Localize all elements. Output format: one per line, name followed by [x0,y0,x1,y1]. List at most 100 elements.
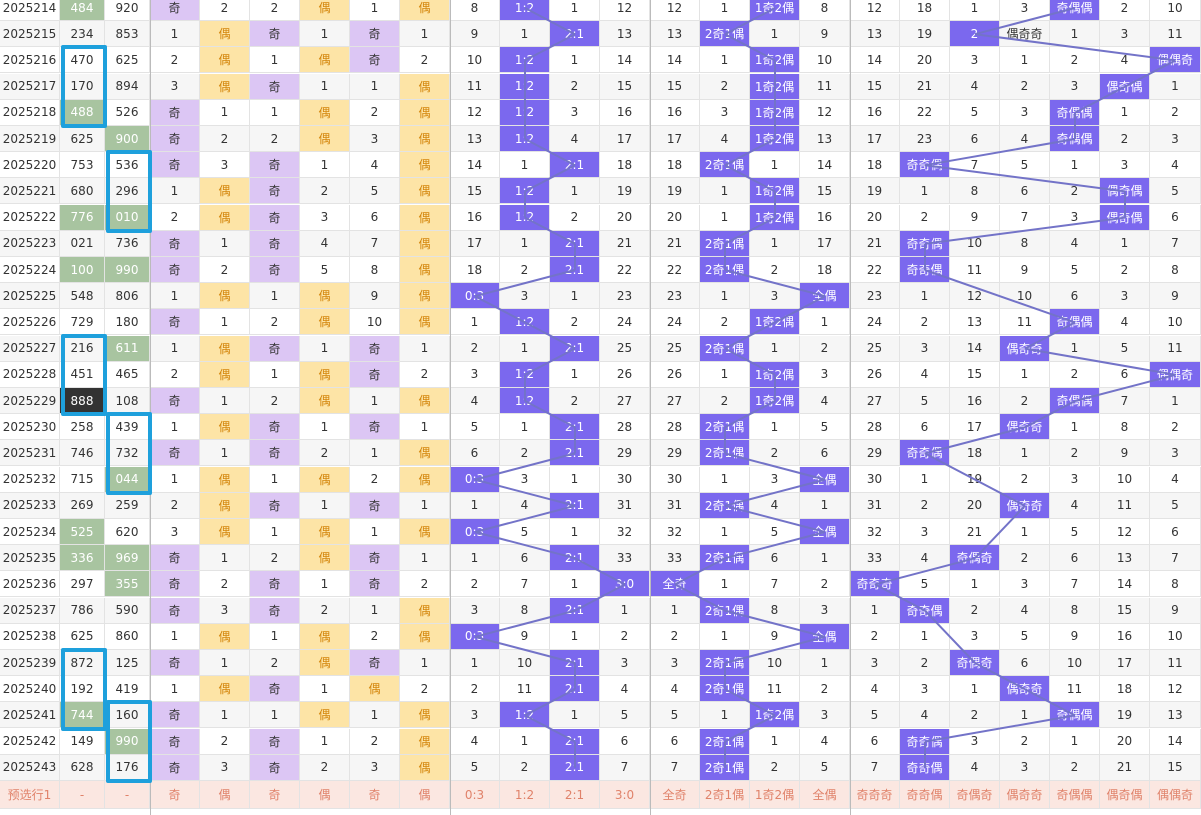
table-cell: 奇 [250,728,300,755]
table-cell: 22 [850,257,900,283]
table-cell: 3 [350,126,400,152]
table-cell: 24 [600,309,650,336]
footer-cell: 奇 [250,781,300,809]
table-cell: 1 [800,492,850,519]
table-cell: 1 [150,623,200,650]
issue-number-cell: 2025234 [0,519,60,545]
table-cell: 1 [800,650,850,676]
trend-line-segment [724,269,826,298]
table-cell: 355 [105,571,150,598]
footer-cell: 0:3 [450,781,500,809]
table-cell: 2 [350,466,400,493]
table-cell: 偶 [400,388,450,414]
table-cell: 4 [1000,126,1050,152]
table-cell: 2 [550,204,600,231]
issue-number-cell: 2025224 [0,257,60,283]
table-cell: 14 [450,152,500,179]
table-cell: 奇 [150,728,200,755]
table-cell: 1 [250,702,300,729]
group-divider [650,0,651,815]
table-cell: 偶 [300,0,350,21]
table-cell: 19 [850,178,900,205]
table-cell: 2 [1100,126,1150,152]
table-cell: 3 [900,676,950,703]
table-cell: 2 [1050,361,1100,388]
table-cell: 2 [1050,440,1100,467]
table-cell: 2 [400,676,450,703]
table-cell: 160 [105,702,150,729]
table-cell: 5 [1150,492,1201,519]
table-cell: 偶 [300,126,350,152]
table-cell: 13 [950,309,1000,336]
table-cell: 1 [550,283,600,310]
table-cell: 15 [800,178,850,205]
table-cell: 2 [900,650,950,676]
table-cell: 18 [450,257,500,283]
table-cell: 奇 [250,440,300,467]
table-cell: 2 [600,623,650,650]
table-cell: 12 [600,0,650,21]
trend-line-segment [924,164,1126,193]
table-cell: 2 [400,47,450,74]
table-cell: 6 [1050,283,1100,310]
table-cell: 29 [850,440,900,467]
table-cell: 偶 [400,440,450,467]
table-cell: 3 [1050,73,1100,100]
table-cell: 2 [300,597,350,624]
table-cell: 5 [850,702,900,729]
table-cell: 2 [500,754,550,781]
trend-line-segment [724,688,776,717]
trend-line-segment [1074,373,1176,402]
table-cell: 17 [850,126,900,152]
table-cell: 11 [950,257,1000,283]
table-cell: 3 [1000,99,1050,126]
table-cell: 1 [150,676,200,703]
table-cell: 3 [200,597,250,624]
table-cell: 1 [1050,21,1100,48]
issue-number-cell: 2025218 [0,99,60,126]
trend-line-segment [924,609,976,664]
table-cell: 偶 [400,99,450,126]
table-cell: 33 [850,545,900,572]
table-cell: 偶 [200,178,250,205]
footer-cell: 全奇 [650,781,700,809]
table-cell: 22 [650,257,700,283]
table-cell: 7 [1150,545,1201,572]
table-cell: 2 [200,0,250,21]
table-cell: 奇 [150,650,200,676]
table-cell: 17 [450,230,500,257]
table-cell: 18 [600,152,650,179]
trend-line-segment [524,321,576,350]
table-cell: 32 [850,519,900,545]
table-cell: 2 [800,676,850,703]
footer-cell: - [60,781,105,809]
table-cell: 1 [200,702,250,729]
table-cell: 偶 [400,257,450,283]
table-cell: 1 [650,597,700,624]
table-cell: 5 [350,178,400,205]
footer-cell: 奇奇奇 [850,781,900,809]
table-cell: 偶 [300,466,350,493]
table-cell: 1 [700,702,750,729]
table-cell: 3 [1000,754,1050,781]
table-cell: 1 [500,728,550,755]
table-cell: 偶 [400,178,450,205]
group-divider [450,0,451,815]
table-cell: 13 [800,126,850,152]
table-cell: 1 [700,571,750,598]
table-cell: 1 [550,178,600,205]
table-cell: 10 [800,47,850,74]
table-cell: 7 [350,230,400,257]
table-cell: 19 [650,178,700,205]
table-cell: 2 [1000,728,1050,755]
trend-line-segment [524,33,576,62]
table-cell: 偶 [200,47,250,74]
table-cell: 14 [600,47,650,74]
issue-number-cell: 2025240 [0,676,60,703]
table-cell: 1 [300,571,350,598]
table-cell: 7 [1050,571,1100,598]
table-cell: 2 [350,623,400,650]
table-cell: 1 [700,466,750,493]
table-cell: 1 [900,466,950,493]
table-cell: 11 [450,73,500,100]
